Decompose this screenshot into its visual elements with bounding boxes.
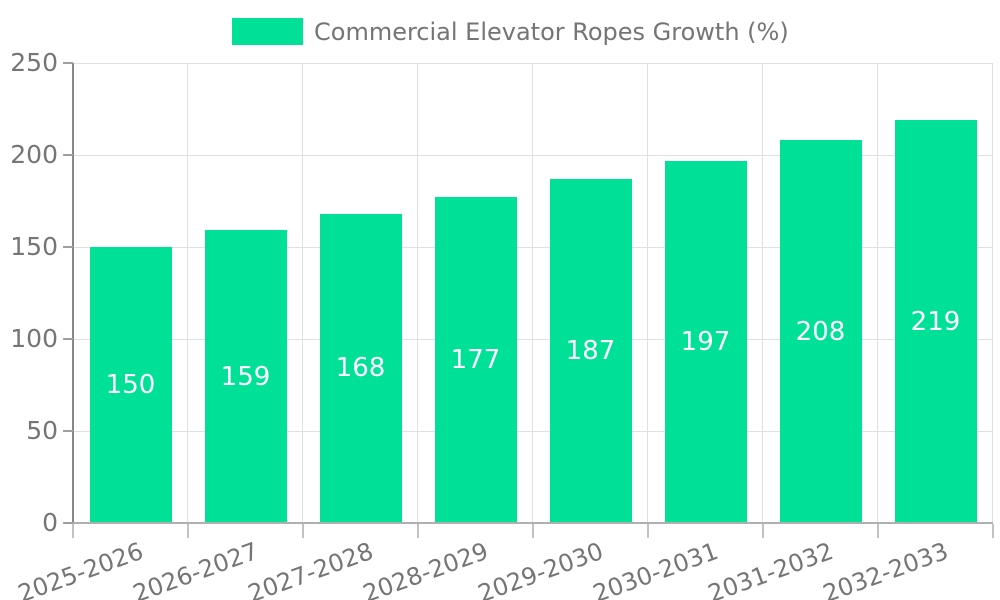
y-tick (63, 522, 73, 524)
bar: 197 (664, 160, 747, 523)
y-axis-label: 50 (26, 416, 58, 445)
v-gridline (302, 63, 303, 523)
y-axis-label: 150 (10, 232, 58, 261)
v-gridline (877, 63, 878, 523)
chart-legend: Commercial Elevator Ropes Growth (%) (232, 17, 789, 46)
v-gridline (762, 63, 763, 523)
y-tick (63, 338, 73, 340)
y-tick (63, 430, 73, 432)
h-gridline (73, 339, 993, 340)
x-tick (532, 524, 534, 538)
y-axis-label: 0 (42, 508, 58, 537)
legend-label: Commercial Elevator Ropes Growth (%) (314, 17, 789, 46)
bar-value-label: 208 (795, 316, 846, 347)
h-gridline (73, 431, 993, 432)
y-axis-label: 250 (10, 48, 58, 77)
v-gridline (992, 63, 993, 523)
x-tick (992, 524, 994, 538)
y-axis-label: 200 (10, 140, 58, 169)
bar: 208 (779, 140, 862, 523)
v-gridline (532, 63, 533, 523)
bar: 150 (89, 247, 172, 523)
h-gridline (73, 63, 993, 64)
plot-area: 150 159 168 177 187 197 208 219 (73, 63, 993, 523)
bar: 177 (434, 197, 517, 523)
bar-value-label: 168 (335, 353, 386, 384)
x-tick (417, 524, 419, 538)
x-axis-line (73, 522, 993, 524)
y-axis-label: 100 (10, 324, 58, 353)
x-tick (762, 524, 764, 538)
bar-value-label: 187 (565, 335, 616, 366)
x-tick (187, 524, 189, 538)
h-gridline (73, 247, 993, 248)
y-tick (63, 246, 73, 248)
bar-value-label: 159 (220, 361, 271, 392)
bar: 187 (549, 178, 632, 523)
y-tick (63, 154, 73, 156)
bar-value-label: 219 (910, 306, 961, 337)
v-gridline (647, 63, 648, 523)
x-tick (647, 524, 649, 538)
x-tick (877, 524, 879, 538)
bar: 159 (204, 230, 287, 523)
v-gridline (187, 63, 188, 523)
legend-swatch (232, 18, 303, 45)
bar: 168 (319, 213, 402, 523)
x-tick (72, 524, 74, 538)
bar-value-label: 177 (450, 345, 501, 376)
bar: 219 (894, 120, 977, 523)
v-gridline (417, 63, 418, 523)
y-axis-line (72, 63, 74, 537)
h-gridline (73, 155, 993, 156)
x-tick (302, 524, 304, 538)
bar-value-label: 150 (105, 370, 156, 400)
y-tick (63, 62, 73, 64)
bar-value-label: 197 (680, 326, 731, 357)
